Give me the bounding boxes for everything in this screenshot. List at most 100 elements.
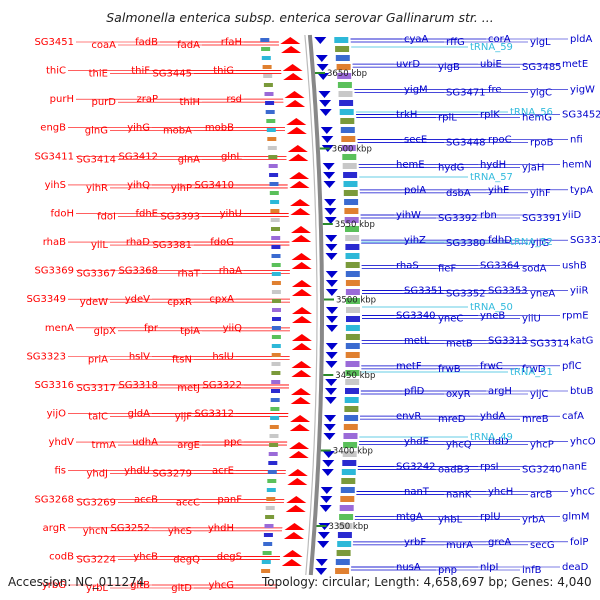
reverse-gene-arrow: [324, 199, 337, 206]
gene-label: yihW: [396, 210, 421, 221]
forward-gene-arrow: [288, 451, 309, 458]
gene-label: SG3448: [446, 138, 486, 149]
gene-label: yijO: [47, 409, 66, 420]
forward-gene-arrow: [291, 262, 312, 269]
rna-gene-label: tRNA_57: [470, 172, 513, 183]
gene-label: SG3323: [26, 351, 66, 362]
cog-block: [343, 424, 358, 430]
rna-gene-label: tRNA_50: [470, 302, 513, 313]
leader-lines: [68, 38, 568, 589]
cog-block: [271, 344, 281, 348]
cog-block: [345, 352, 360, 358]
gene-label: rfaH: [221, 37, 242, 48]
forward-gene-arrow: [291, 235, 312, 242]
reverse-gene-arrow: [322, 460, 335, 467]
reverse-gene-arrow: [322, 163, 335, 170]
cog-block: [344, 397, 359, 403]
gene-label: SG3451: [34, 37, 74, 48]
cog-block: [342, 460, 357, 466]
cog-block: [264, 92, 274, 96]
gene-label: yihR: [86, 183, 108, 194]
gene-label: SG3412: [118, 151, 158, 162]
forward-gene-arrow: [286, 118, 307, 125]
gene-label: yhcC: [570, 487, 595, 498]
gene-label: mreB: [522, 414, 549, 425]
gene-label: gltD: [171, 583, 192, 594]
gene-label: SG3370: [570, 235, 600, 246]
gene-label: hslV: [129, 351, 150, 362]
reverse-gene-arrow: [325, 343, 338, 350]
forward-gene-arrow: [291, 253, 312, 260]
cog-block: [337, 82, 352, 88]
reverse-gene-arrow: [324, 217, 337, 224]
gene-label: SG3452: [562, 109, 600, 120]
cog-block: [342, 154, 357, 160]
gene-label: SG3411: [34, 151, 74, 162]
forward-gene-arrow: [284, 91, 305, 98]
cog-block: [339, 505, 354, 511]
reverse-gene-arrow: [315, 568, 328, 575]
forward-gene-arrow: [281, 46, 302, 53]
reverse-gene-arrow: [325, 253, 338, 260]
gene-label: yrbA: [522, 515, 545, 526]
cog-block: [340, 487, 355, 493]
cog-block: [261, 569, 271, 573]
gene-label: yhdE: [404, 436, 429, 447]
cog-block: [261, 560, 271, 564]
gene-label: yihQ: [127, 180, 150, 191]
reverse-gene-arrow: [319, 109, 332, 116]
cog-block: [340, 127, 355, 133]
scale-label: 3550 kbp: [335, 220, 375, 230]
cog-block: [337, 532, 352, 538]
cog-block: [334, 37, 349, 43]
cog-block: [336, 64, 351, 70]
gene-label: corA: [488, 34, 511, 45]
reverse-gene-arrow: [325, 352, 338, 359]
cog-block: [337, 541, 352, 547]
cog-block: [271, 353, 281, 357]
forward-gene-arrow: [286, 496, 307, 503]
reverse-gene-arrow: [315, 559, 328, 566]
cog-block: [345, 253, 360, 259]
cog-block: [345, 388, 359, 394]
gene-label: hslU: [212, 351, 234, 362]
gene-label: fis: [54, 466, 66, 477]
gene-label: greA: [488, 537, 511, 548]
reverse-gene-arrow: [322, 451, 335, 458]
gene-label: ftsN: [172, 354, 192, 365]
cog-block: [265, 101, 275, 105]
forward-gene-arrow: [291, 334, 312, 341]
cog-block: [343, 181, 358, 187]
reverse-gene-arrow: [325, 388, 337, 395]
gene-label: SG3391: [522, 213, 562, 224]
gene-label: metJ: [177, 383, 200, 394]
forward-gene-arrow: [291, 289, 312, 296]
gene-label: nanE: [562, 461, 587, 472]
gene-label: yihP: [171, 183, 192, 194]
cog-block: [345, 280, 360, 286]
gene-label: nfi: [570, 135, 583, 146]
cog-block: [345, 289, 360, 295]
cog-block: [342, 451, 357, 457]
gene-label: nusA: [396, 562, 421, 573]
gene-label: rpoC: [488, 135, 512, 146]
gene-label: argR: [43, 523, 66, 534]
genome-details: Topology: circular; Length: 4,658,697 bp…: [261, 575, 592, 589]
cog-block: [344, 406, 359, 412]
forward-gene-arrow: [291, 226, 311, 233]
gene-label: nlpI: [480, 562, 498, 573]
cog-block: [271, 227, 280, 231]
gene-label: argE: [177, 440, 200, 451]
cog-block: [260, 38, 270, 42]
forward-gene-arrow: [292, 316, 312, 323]
cog-block: [263, 74, 273, 78]
cog-block: [345, 262, 360, 268]
gene-label: trmA: [92, 440, 117, 451]
cog-block: [271, 236, 281, 240]
gene-label: yhcO: [570, 436, 596, 447]
gene-label: yneB: [480, 311, 505, 322]
gene-label: coaA: [91, 40, 116, 51]
gene-label: arcB: [530, 490, 553, 501]
gene-label: SG3485: [522, 62, 562, 73]
gene-label: udhA: [132, 437, 158, 448]
